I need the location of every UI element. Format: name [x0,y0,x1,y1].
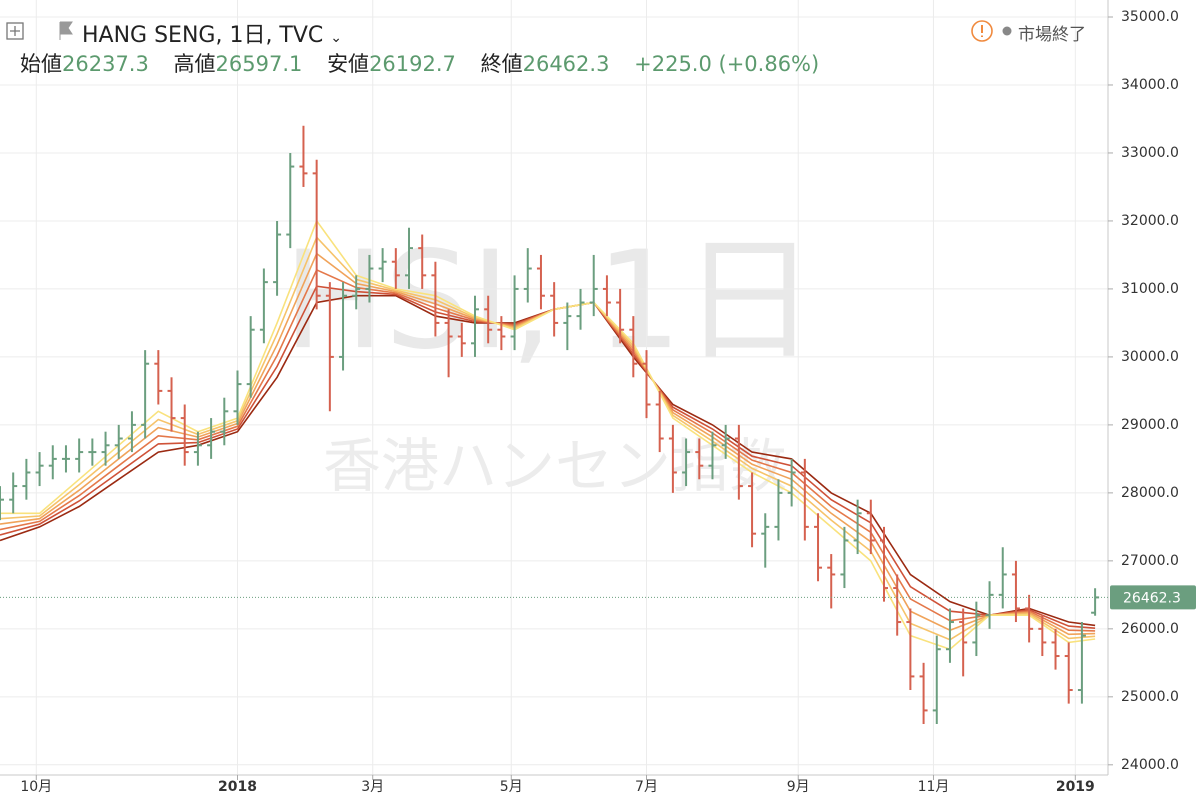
change: +225.0 (+0.86%) [634,52,820,76]
legend-label: 始値 [20,52,62,76]
expand-icon[interactable] [6,22,24,40]
plot-area: HSI, 1日 香港ハンセン指数 [0,0,1108,775]
watermark: HSI, 1日 [283,222,817,379]
y-tick-label: 35000.0 [1121,9,1179,25]
ohlc-legend: 始値26237.3 高値26597.1 安値26192.7 終値26462.3 … [20,48,819,78]
x-tick-label: 9月 [787,779,810,795]
last-price-box [1110,585,1196,610]
status-dot [1002,26,1012,36]
header: HANG SENG, 1日, TVC ⌄ 始値26237.3 高値26597.1… [0,0,1100,80]
y-tick-label: 31000.0 [1121,281,1179,297]
legend-value: 26237.3 [62,52,149,76]
flag-icon [59,21,73,40]
y-tick-label: 34000.0 [1121,77,1179,93]
symbol[interactable]: HANG SENG, 1日, TVC ⌄ [82,17,342,49]
last-price-label: 26462.3 [1123,590,1181,606]
y-tick-label: 27000.0 [1121,553,1179,569]
y-tick-label: 32000.0 [1121,213,1179,229]
chevron: ⌄ [330,30,343,46]
legend-value: 26192.7 [369,52,456,76]
y-tick-label: 29000.0 [1121,417,1179,433]
legend-label: 高値 [173,52,216,76]
y-tick-label: 30000.0 [1121,349,1179,365]
y-tick-label: 33000.0 [1121,145,1179,161]
expand-icon-plus [10,26,20,36]
x-tick-label: 5月 [500,779,523,795]
watermark-sub: 香港ハンセン指数 [323,432,787,500]
x-tick-label: 7月 [635,779,658,795]
x-tick-label: 2019 [1056,779,1095,795]
y-tick-label: 28000.0 [1121,485,1179,501]
x-tick-label: 10月 [20,779,52,795]
market-status: 市場終了 [1018,25,1086,45]
x-tick-label: 3月 [361,779,384,795]
legend-value: 26462.3 [522,52,610,76]
symbol-text: HANG SENG, 1日, TVC [82,23,324,48]
x-tick-label: 2018 [218,779,257,795]
warning-icon[interactable] [971,20,993,42]
y-tick-label: 25000.0 [1121,689,1179,705]
legend-label: 終値 [480,52,523,76]
y-tick-label: 26000.0 [1121,621,1179,637]
legend-value: 26597.1 [215,52,303,76]
y-tick-label: 24000.0 [1121,757,1179,773]
x-tick-label: 11月 [918,779,950,795]
legend-label: 安値 [327,52,370,76]
